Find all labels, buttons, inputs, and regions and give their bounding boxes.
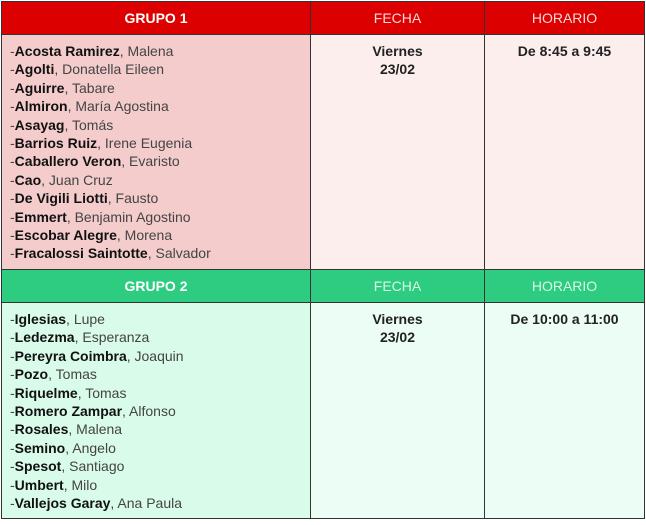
student-name: Tomas: [85, 384, 127, 401]
student-item: -Riquelme, Tomas: [10, 384, 127, 401]
student-surname: Romero Zampar: [14, 403, 123, 420]
student-list: -Iglesias, Lupe -Ledezma, Esperanza -Perey…: [1, 302, 311, 519]
student-surname: Asayag: [14, 116, 65, 133]
student-item: -Agolti, Donatella Eileen: [10, 61, 165, 78]
horario-value: De 10:00 a 11:00: [510, 311, 619, 327]
student-item: -Vallejos Garay, Ana Paula: [10, 495, 183, 512]
student-name: Fausto: [115, 190, 159, 207]
horario-header: HORARIO: [484, 269, 645, 303]
student-name: Juan Cruz: [48, 171, 113, 188]
student-name: Malena: [127, 43, 174, 59]
fecha-cell: Viernes 23/02: [310, 34, 485, 270]
student-surname: Acosta Ramirez: [14, 43, 120, 59]
student-surname: Pereyra Coimbra: [14, 347, 127, 364]
student-item: -Emmert, Benjamin Agostino: [10, 208, 191, 225]
student-item: -Fracalossi Saintotte, Salvador: [10, 245, 211, 262]
student-name: María Agostina: [75, 98, 169, 115]
student-name: Irene Eugenia: [104, 135, 193, 152]
student-item: -Ledezma, Esperanza: [10, 329, 150, 346]
student-surname: Iglesias: [14, 311, 67, 327]
student-name: Angelo: [72, 439, 116, 456]
student-name: Joaquin: [134, 347, 184, 364]
group-header-row: GRUPO 2 FECHA HORARIO: [1, 269, 645, 303]
fecha-date: 23/02: [379, 61, 416, 78]
student-surname: Barrios Ruiz: [14, 135, 98, 152]
horario-cell: De 8:45 a 9:45: [484, 34, 645, 270]
student-name: Esperanza: [82, 329, 150, 346]
student-name: Santiago: [69, 458, 125, 475]
student-surname: Ledezma: [14, 329, 75, 346]
student-item: -Cao, Juan Cruz: [10, 171, 113, 188]
student-surname: Escobar Alegre: [14, 227, 117, 244]
student-name: Milo: [71, 476, 98, 493]
horario-cell: De 10:00 a 11:00: [484, 302, 645, 519]
student-name: Evaristo: [129, 153, 180, 170]
student-surname: Pozo: [14, 366, 49, 383]
student-name: Tabare: [72, 79, 115, 96]
group-header-row: GRUPO 1 FECHA HORARIO: [1, 1, 645, 35]
student-surname: Agolti: [14, 61, 55, 78]
student-item: -Barrios Ruiz, Irene Eugenia: [10, 135, 193, 152]
student-name: Tomás: [72, 116, 114, 133]
student-surname: Riquelme: [14, 384, 78, 401]
fecha-header: FECHA: [310, 269, 485, 303]
student-name: Benjamin Agostino: [74, 208, 191, 225]
group-title: GRUPO 2: [1, 269, 311, 303]
student-name: Morena: [124, 227, 173, 244]
student-item: -Escobar Alegre, Morena: [10, 227, 173, 244]
student-item: -Iglesias, Lupe: [10, 311, 105, 327]
student-surname: Caballero Veron: [14, 153, 122, 170]
student-surname: Umbert: [14, 476, 64, 493]
student-surname: Vallejos Garay: [14, 495, 111, 512]
group-body-row: -Acosta Ramirez, Malena -Agolti, Donatell…: [1, 34, 645, 270]
student-item: -Umbert, Milo: [10, 476, 98, 493]
student-item: -Spesot, Santiago: [10, 458, 125, 475]
student-item: -Rosales, Malena: [10, 421, 123, 438]
fecha-date: 23/02: [379, 329, 416, 346]
group-title: GRUPO 1: [1, 1, 311, 35]
student-surname: De Vigili Liotti: [14, 190, 108, 207]
student-item: -Acosta Ramirez, Malena: [10, 43, 174, 59]
student-item: -Almiron, María Agostina: [10, 98, 169, 115]
student-item: -Pozo, Tomas: [10, 366, 97, 383]
student-surname: Aguirre: [14, 79, 65, 96]
fecha-day: Viernes: [372, 43, 423, 59]
student-surname: Rosales: [14, 421, 69, 438]
student-name: Lupe: [73, 311, 105, 327]
student-item: -Caballero Veron, Evaristo: [10, 153, 180, 170]
fecha-day: Viernes: [372, 311, 423, 327]
horario-value: De 8:45 a 9:45: [517, 43, 612, 59]
student-surname: Fracalossi Saintotte: [14, 245, 148, 262]
student-item: -Semino, Angelo: [10, 439, 116, 456]
student-name: Donatella Eileen: [62, 61, 165, 78]
student-item: -Aguirre, Tabare: [10, 79, 115, 96]
student-surname: Spesot: [14, 458, 62, 475]
student-name: Tomas: [55, 366, 97, 383]
student-surname: Almiron: [14, 98, 68, 115]
student-surname: Cao: [14, 171, 42, 188]
student-list: -Acosta Ramirez, Malena -Agolti, Donatell…: [1, 34, 311, 270]
group-body-row: -Iglesias, Lupe -Ledezma, Esperanza -Perey…: [1, 302, 645, 519]
student-name: Malena: [76, 421, 123, 438]
student-item: -Romero Zampar, Alfonso: [10, 403, 176, 420]
student-surname: Semino: [14, 439, 66, 456]
student-name: Salvador: [155, 245, 211, 262]
student-surname: Emmert: [14, 208, 67, 225]
student-name: Ana Paula: [117, 495, 183, 512]
fecha-cell: Viernes 23/02: [310, 302, 485, 519]
student-item: -De Vigili Liotti, Fausto: [10, 190, 159, 207]
fecha-header: FECHA: [310, 1, 485, 35]
student-item: -Asayag, Tomás: [10, 116, 114, 133]
horario-header: HORARIO: [484, 1, 645, 35]
student-item: -Pereyra Coimbra, Joaquin: [10, 347, 184, 364]
student-name: Alfonso: [129, 403, 176, 420]
